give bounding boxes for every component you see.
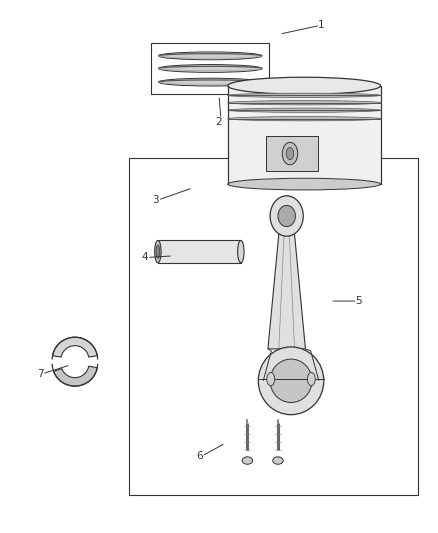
Ellipse shape xyxy=(270,196,303,236)
Text: 4: 4 xyxy=(141,253,148,262)
Polygon shape xyxy=(228,86,381,184)
Ellipse shape xyxy=(258,347,324,415)
Ellipse shape xyxy=(228,93,381,98)
Ellipse shape xyxy=(307,373,315,386)
Ellipse shape xyxy=(159,64,262,72)
Ellipse shape xyxy=(273,457,283,464)
Polygon shape xyxy=(53,366,97,386)
Ellipse shape xyxy=(156,245,160,259)
Polygon shape xyxy=(266,136,318,171)
Text: 7: 7 xyxy=(37,369,43,379)
Ellipse shape xyxy=(282,142,298,165)
Ellipse shape xyxy=(270,359,312,402)
Ellipse shape xyxy=(228,101,381,105)
Text: 3: 3 xyxy=(152,195,159,205)
Ellipse shape xyxy=(228,117,381,121)
Ellipse shape xyxy=(242,457,253,464)
Ellipse shape xyxy=(278,205,295,227)
Ellipse shape xyxy=(159,78,262,86)
Text: 1: 1 xyxy=(318,20,325,30)
Text: 2: 2 xyxy=(215,117,223,127)
Ellipse shape xyxy=(238,240,244,263)
Bar xyxy=(151,43,269,94)
Polygon shape xyxy=(268,234,305,349)
Ellipse shape xyxy=(159,52,262,60)
Bar xyxy=(158,240,241,263)
Ellipse shape xyxy=(228,108,381,112)
Text: 6: 6 xyxy=(196,451,203,461)
Polygon shape xyxy=(53,337,97,357)
Ellipse shape xyxy=(155,240,161,263)
Ellipse shape xyxy=(267,373,275,386)
Ellipse shape xyxy=(286,148,294,159)
Ellipse shape xyxy=(228,178,381,190)
Bar xyxy=(130,158,418,495)
Ellipse shape xyxy=(228,77,381,94)
Text: 5: 5 xyxy=(355,296,362,306)
